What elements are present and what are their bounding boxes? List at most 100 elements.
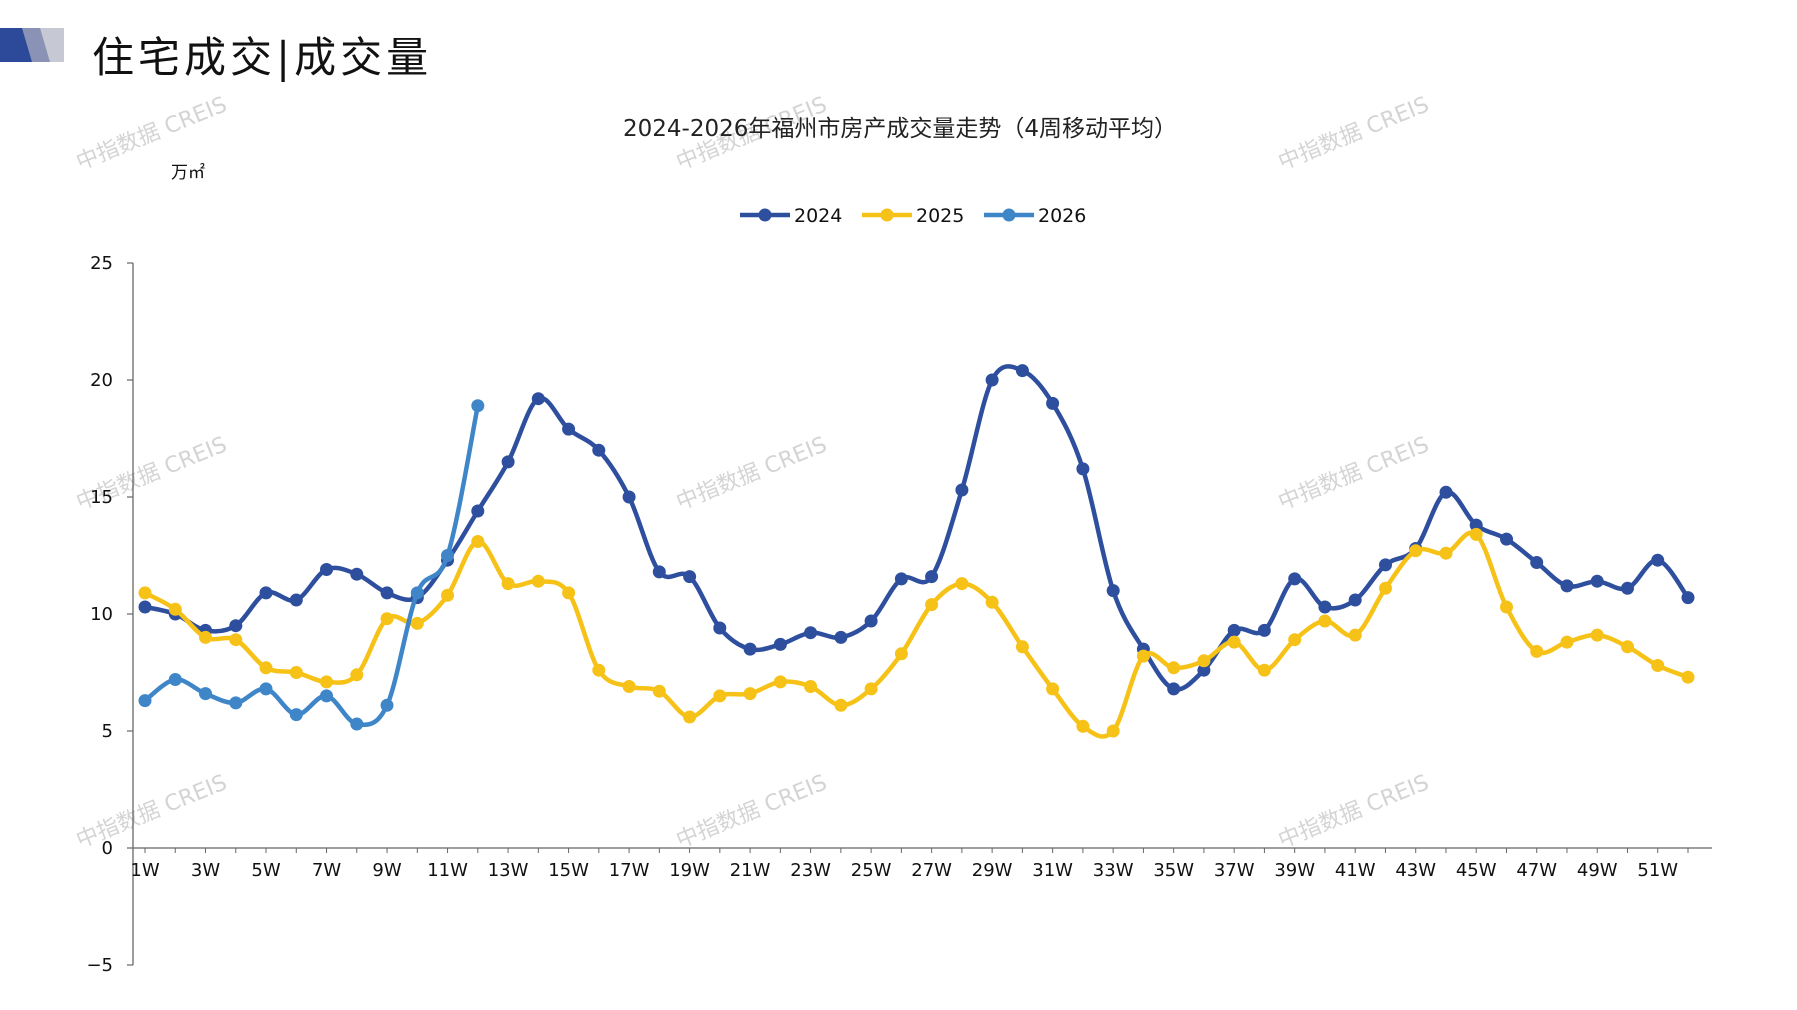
watermark-text: 中指数据 CREIS bbox=[673, 770, 831, 853]
series-layer bbox=[138, 364, 1695, 739]
data-point-2024 bbox=[743, 642, 757, 656]
data-point-2025 bbox=[1681, 670, 1695, 684]
data-point-2024 bbox=[1257, 623, 1271, 637]
legend-label: 2026 bbox=[1038, 205, 1086, 227]
data-point-2024 bbox=[1469, 518, 1483, 532]
x-tick-label: 17W bbox=[609, 860, 650, 881]
watermark-text: 中指数据 CREIS bbox=[73, 770, 231, 853]
data-point-2025 bbox=[1439, 546, 1453, 560]
data-point-2024 bbox=[683, 570, 697, 584]
data-point-2024 bbox=[713, 621, 727, 635]
logo-mark-icon bbox=[0, 28, 64, 62]
x-tick-label: 31W bbox=[1032, 860, 1073, 881]
x-tick-label: 19W bbox=[669, 860, 710, 881]
data-point-2024 bbox=[259, 586, 273, 600]
data-point-2025 bbox=[410, 616, 424, 630]
x-tick-label: 23W bbox=[790, 860, 831, 881]
data-point-2024 bbox=[652, 565, 666, 579]
data-point-2026 bbox=[320, 689, 333, 703]
data-point-2024 bbox=[1590, 574, 1604, 588]
data-point-2024 bbox=[350, 567, 364, 581]
y-tick-label: 25 bbox=[90, 253, 113, 274]
series-line-2025 bbox=[142, 530, 1691, 739]
x-tick-label: 27W bbox=[911, 860, 952, 881]
data-point-2026 bbox=[259, 682, 273, 696]
x-tick-label: 21W bbox=[730, 860, 771, 881]
data-point-2025 bbox=[350, 668, 364, 682]
data-point-2024 bbox=[1015, 364, 1029, 378]
data-point-2025 bbox=[1046, 682, 1060, 696]
logo-shape-light bbox=[40, 28, 64, 62]
data-point-2024 bbox=[1621, 581, 1634, 595]
data-point-2024 bbox=[320, 563, 333, 576]
legend-label: 2025 bbox=[916, 205, 964, 227]
data-point-2024 bbox=[955, 483, 969, 497]
data-point-2025 bbox=[743, 687, 757, 701]
watermark-text: 中指数据 CREIS bbox=[73, 92, 231, 175]
data-point-2025 bbox=[1469, 527, 1483, 541]
data-point-2024 bbox=[834, 630, 848, 644]
data-point-2024 bbox=[1046, 396, 1060, 410]
data-point-2024 bbox=[1197, 663, 1211, 677]
data-point-2024 bbox=[1379, 558, 1392, 572]
data-point-2024 bbox=[1348, 593, 1362, 607]
data-point-2024 bbox=[138, 600, 152, 614]
chart-title: 2024-2026年福州市房产成交量走势（4周移动平均） bbox=[623, 116, 1177, 142]
data-point-2025 bbox=[925, 598, 939, 612]
y-tick-label: 15 bbox=[90, 487, 113, 508]
data-point-2024 bbox=[380, 586, 394, 600]
data-point-2024 bbox=[1288, 572, 1302, 586]
x-tick-label: 15W bbox=[548, 860, 589, 881]
data-point-2025 bbox=[471, 535, 485, 548]
legend: 2024 2025 2026 bbox=[740, 205, 1086, 227]
x-tick-label: 1W bbox=[130, 860, 159, 881]
data-point-2024 bbox=[804, 626, 818, 640]
series-2024 bbox=[138, 364, 1695, 696]
data-point-2024 bbox=[925, 570, 939, 584]
series-2026 bbox=[138, 399, 485, 731]
data-point-2025 bbox=[1621, 640, 1634, 654]
data-point-2025 bbox=[985, 595, 999, 609]
data-point-2024 bbox=[229, 619, 243, 633]
data-point-2025 bbox=[259, 661, 273, 675]
data-point-2026 bbox=[168, 673, 182, 686]
data-point-2026 bbox=[350, 717, 364, 731]
data-point-2025 bbox=[1015, 640, 1029, 654]
x-tick-label: 47W bbox=[1516, 860, 1557, 881]
data-point-2024 bbox=[1076, 462, 1090, 476]
x-tick-label: 11W bbox=[427, 860, 468, 881]
data-point-2024 bbox=[894, 572, 908, 586]
x-tick-label: 7W bbox=[312, 860, 341, 881]
data-point-2025 bbox=[1409, 544, 1423, 558]
data-point-2025 bbox=[864, 682, 878, 696]
x-tick-label: 3W bbox=[191, 860, 220, 881]
data-point-2024 bbox=[1227, 623, 1241, 637]
data-point-2025 bbox=[380, 612, 394, 626]
data-point-2026 bbox=[199, 687, 212, 701]
data-point-2025 bbox=[1500, 600, 1513, 614]
data-point-2024 bbox=[592, 443, 606, 457]
x-tick-label: 9W bbox=[372, 860, 401, 881]
data-point-2026 bbox=[138, 694, 152, 708]
data-point-2025 bbox=[1590, 628, 1604, 642]
data-point-2024 bbox=[501, 455, 515, 469]
data-point-2025 bbox=[1106, 724, 1120, 738]
data-point-2025 bbox=[773, 675, 787, 689]
data-point-2025 bbox=[894, 647, 908, 661]
data-point-2024 bbox=[985, 373, 999, 387]
data-point-2024 bbox=[562, 422, 576, 436]
data-point-2025 bbox=[652, 684, 666, 698]
x-tick-label: 51W bbox=[1637, 860, 1678, 881]
data-point-2025 bbox=[834, 698, 848, 712]
data-point-2024 bbox=[1651, 553, 1665, 567]
x-tick-label: 45W bbox=[1456, 860, 1497, 881]
data-point-2025 bbox=[1530, 644, 1544, 658]
data-point-2025 bbox=[713, 689, 727, 703]
data-point-2025 bbox=[168, 602, 182, 616]
x-tick-label: 35W bbox=[1153, 860, 1194, 881]
data-point-2025 bbox=[683, 710, 697, 724]
data-point-2024 bbox=[622, 490, 636, 504]
watermark-layer: 中指数据 CREIS 中指数据 CREIS 中指数据 CREIS 中指数据 CREIS… bbox=[73, 92, 1433, 853]
watermark-text: 中指数据 CREIS bbox=[673, 432, 831, 515]
legend-item-2025: 2025 bbox=[862, 205, 964, 227]
